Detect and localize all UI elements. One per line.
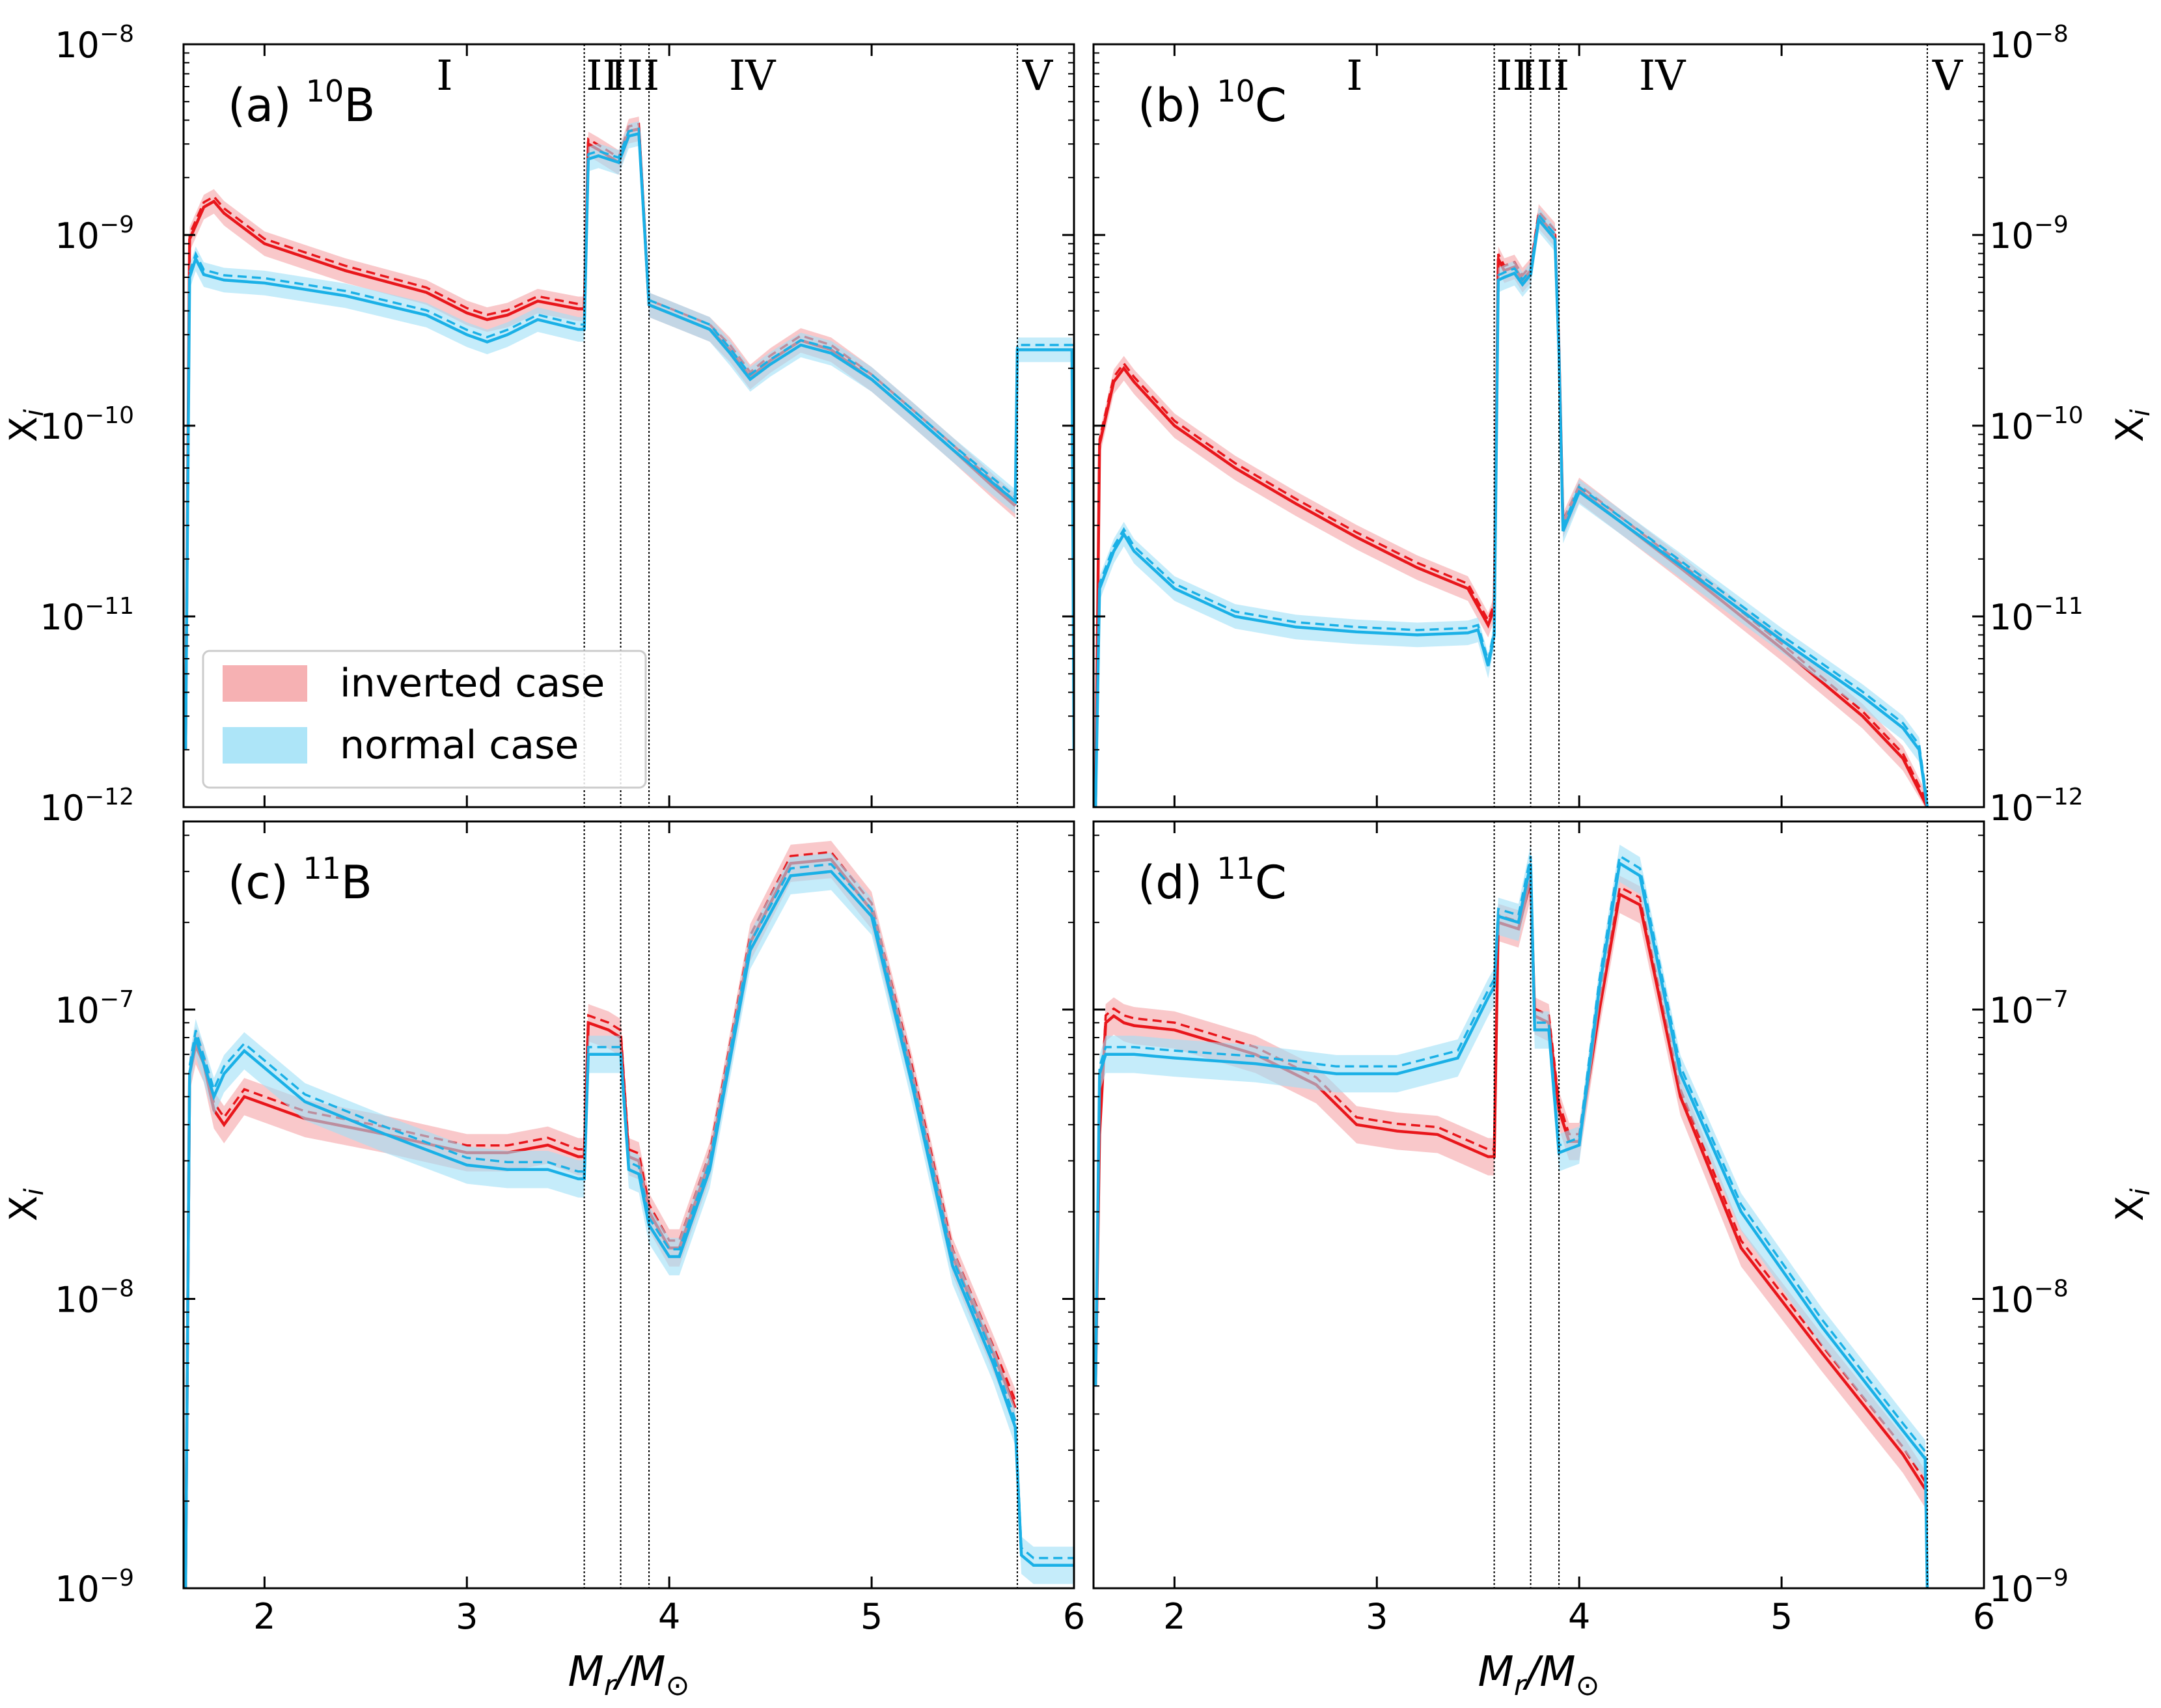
- x-tick-label: 5: [860, 1596, 883, 1637]
- series-line-dashed-normal: [1094, 212, 1929, 803]
- series-line-dashed-inverted: [1094, 872, 1927, 1483]
- legend-label: normal case: [340, 723, 579, 768]
- y-tick-label: 10−10: [40, 402, 134, 447]
- plot-frame: [182, 820, 1075, 1590]
- series-line-inverted: [1094, 213, 1929, 807]
- region-label: V: [1932, 52, 1964, 100]
- legend-label: inverted case: [340, 661, 605, 706]
- y-tick-label: 10−12: [40, 784, 134, 829]
- plot-area: [1094, 844, 1929, 1588]
- series-line-inverted: [1094, 879, 1927, 1491]
- x-tick-label: 3: [1366, 1596, 1388, 1637]
- x-tick-label: 2: [1163, 1596, 1185, 1637]
- series-line-normal: [184, 870, 1074, 1588]
- legend-box: [202, 650, 647, 789]
- panel-d: 2 3 4 5 6 10−7 10−8 10−9 (d) 11C Xi Mr/M⊙: [1092, 820, 2156, 1702]
- y-tick-label: 10−9: [55, 1565, 134, 1610]
- series-line-inverted: [184, 858, 1017, 1588]
- region-label: II: [1496, 52, 1529, 100]
- y-tick-label: 10−9: [1989, 212, 2069, 256]
- series-line-dashed-inverted: [1094, 209, 1929, 803]
- region-label: V: [1022, 52, 1054, 100]
- y-tick-label: 10−11: [40, 593, 134, 638]
- y-axis-label: Xi: [2108, 409, 2156, 443]
- x-tick-label: 5: [1770, 1596, 1793, 1637]
- series-line-normal: [1094, 216, 1929, 807]
- y-tick-label: 10−7: [55, 986, 134, 1031]
- legend-swatch: [223, 727, 307, 764]
- series-line-dashed-inverted: [184, 851, 1017, 1581]
- series-line-dashed-normal: [1094, 854, 1929, 1581]
- series-band-normal: [186, 853, 1074, 1588]
- x-axis-label: Mr/M⊙: [1478, 1648, 1600, 1702]
- plot-area: [184, 840, 1074, 1588]
- region-label: III: [610, 52, 659, 100]
- x-tick-label: 3: [456, 1596, 478, 1637]
- series-band-inverted: [1095, 861, 1925, 1508]
- series-line-dashed-normal: [184, 862, 1074, 1581]
- y-axis-label: Xi: [1, 409, 49, 443]
- series-line-normal: [184, 131, 1074, 750]
- region-label: IV: [1639, 52, 1686, 100]
- region-label: III: [1520, 52, 1569, 100]
- x-tick-label: 6: [1973, 1596, 1995, 1637]
- y-axis-label: Xi: [2108, 1189, 2156, 1222]
- series-band-inverted: [1095, 204, 1927, 807]
- legend-swatch: [223, 665, 307, 702]
- y-tick-label: 10−7: [1989, 986, 2069, 1031]
- plot-frame: [1092, 820, 1985, 1590]
- series-band-normal: [1095, 207, 1927, 807]
- x-axis-label: Mr/M⊙: [568, 1648, 690, 1702]
- series-band-inverted: [186, 840, 1015, 1588]
- panel-label: (c) 11B: [228, 851, 372, 909]
- y-tick-label: 10−9: [1989, 1565, 2069, 1610]
- region-label: I: [1346, 52, 1362, 100]
- x-tick-label: 2: [253, 1596, 275, 1637]
- y-tick-label: 10−8: [1989, 21, 2069, 66]
- region-label: II: [586, 52, 619, 100]
- legend: inverted case normal case: [202, 650, 647, 789]
- region-label: IV: [729, 52, 777, 100]
- series-line-dashed-normal: [184, 127, 1074, 745]
- series-band-normal: [1095, 844, 1927, 1588]
- region-label: I: [436, 52, 452, 100]
- y-tick-label: 10−11: [1989, 593, 2084, 638]
- panel-label: (a) 10B: [228, 74, 375, 132]
- series-band-inverted: [186, 117, 1015, 762]
- y-tick-label: 10−8: [1989, 1275, 2069, 1320]
- x-tick-label: 4: [658, 1596, 680, 1637]
- y-tick-label: 10−10: [1989, 402, 2084, 447]
- plot-area: [1094, 204, 1929, 807]
- x-tick-label: 6: [1063, 1596, 1085, 1637]
- y-tick-label: 10−9: [55, 212, 134, 256]
- panel-label: (b) 10C: [1138, 74, 1287, 132]
- y-axis-label: Xi: [1, 1189, 49, 1222]
- panel-label: (d) 11C: [1138, 851, 1287, 909]
- series-line-normal: [1094, 861, 1929, 1588]
- y-tick-label: 10−8: [55, 1275, 134, 1320]
- plot-area: [184, 117, 1074, 762]
- panel-c: 2 3 4 5 6 10−7 10−8 10−9 (c) 11B Xi Mr/M⊙: [1, 820, 1085, 1702]
- y-tick-label: 10−12: [1989, 784, 2084, 829]
- x-tick-label: 4: [1568, 1596, 1590, 1637]
- y-tick-label: 10−8: [55, 21, 134, 66]
